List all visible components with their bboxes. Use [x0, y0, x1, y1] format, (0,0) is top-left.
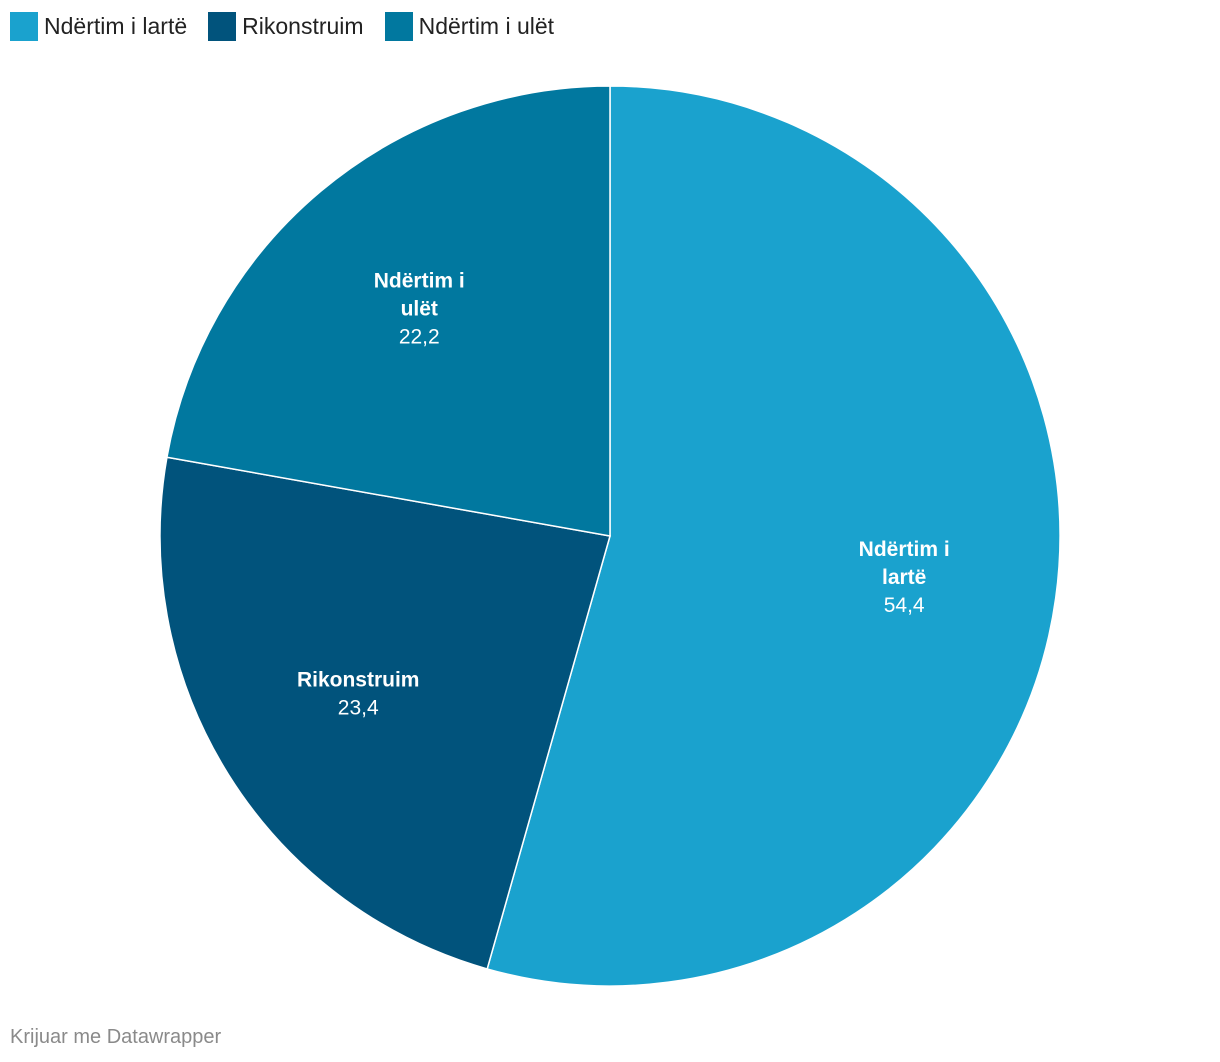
pie-slice-ndertim-i-ulet[interactable]: [166, 85, 611, 537]
legend-label: Ndërtim i lartë: [44, 13, 188, 39]
slice-label-value: 22,2: [399, 325, 440, 348]
pie-slice-ndertim-i-larte[interactable]: [486, 85, 1061, 987]
slice-label: Ndërtim i lartë 54,4: [859, 538, 950, 617]
legend-item-ndertim-i-larte[interactable]: Ndërtim i lartë: [10, 12, 187, 41]
slice-label-name: Rikonstruim: [297, 669, 420, 692]
slice-label-name: ulët: [401, 297, 438, 320]
legend-label: Ndërtim i ulët: [418, 13, 555, 39]
slice-label: Rikonstruim 23,4: [297, 669, 420, 720]
slice-label-name: Ndërtim i: [859, 538, 950, 561]
footer-credit[interactable]: Krijuar me Datawrapper: [10, 1026, 222, 1048]
legend-label: Rikonstruim: [242, 13, 364, 39]
legend-swatch: [208, 12, 237, 41]
slice-label-value: 54,4: [884, 594, 925, 617]
legend-item-rikonstruim[interactable]: Rikonstruim: [208, 12, 364, 41]
legend-item-ndertim-i-ulet[interactable]: Ndërtim i ulët: [384, 12, 555, 41]
slice-label-name: Ndërtim i: [374, 269, 465, 292]
chart-legend: Ndërtim i lartë Rikonstruim Ndërtim i ul…: [10, 12, 575, 41]
legend-swatch: [10, 12, 38, 41]
legend-swatch: [384, 12, 413, 41]
pie-slice-rikonstruim[interactable]: [159, 456, 611, 970]
slice-label-value: 23,4: [338, 697, 379, 720]
slice-label-name: lartë: [882, 566, 926, 589]
slice-label: Ndërtim i ulët 22,2: [374, 269, 465, 348]
